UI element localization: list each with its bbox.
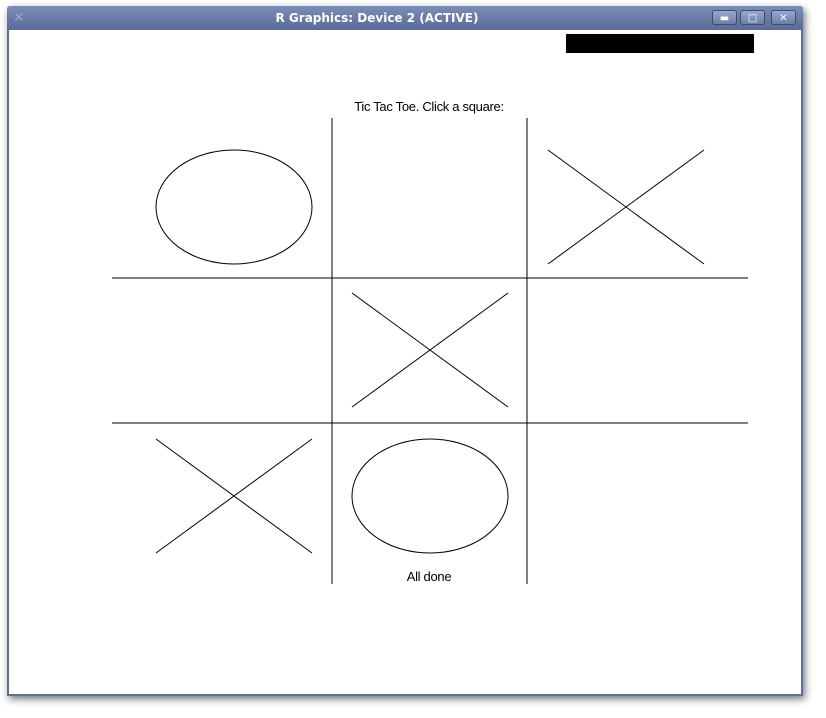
close-button[interactable]: ✕: [771, 10, 796, 25]
o-mark: [351, 438, 509, 554]
board-marks: [155, 149, 705, 554]
tic-tac-toe-board[interactable]: [9, 30, 801, 694]
o-mark: [155, 149, 313, 265]
x-mark: [547, 149, 705, 265]
minimize-button[interactable]: ▬: [712, 10, 737, 25]
game-status: All done: [406, 569, 452, 584]
black-bar: [566, 34, 754, 53]
x-icon[interactable]: ✕: [13, 10, 25, 26]
x-mark: [351, 292, 509, 408]
x-mark: [155, 438, 313, 554]
maximize-button[interactable]: □: [740, 10, 765, 25]
graphics-window: ✕ R Graphics: Device 2 (ACTIVE) ▬ □ ✕ Ti…: [7, 6, 803, 696]
game-heading: Tic Tac Toe. Click a square:: [354, 99, 504, 114]
window-title: R Graphics: Device 2 (ACTIVE): [275, 11, 479, 25]
title-bar[interactable]: ✕ R Graphics: Device 2 (ACTIVE) ▬ □ ✕: [7, 6, 803, 30]
plot-canvas[interactable]: Tic Tac Toe. Click a square: All done: [9, 30, 801, 694]
